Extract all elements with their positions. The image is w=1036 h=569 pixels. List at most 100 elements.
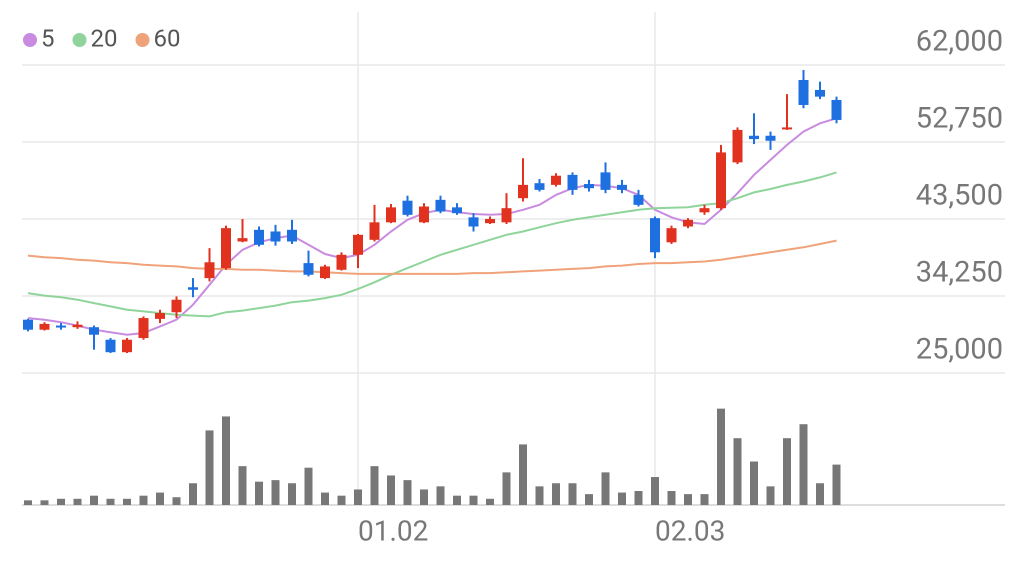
candle-body [39, 323, 50, 330]
volume-bar [354, 489, 362, 505]
volume-bar [238, 466, 247, 505]
volume-bar [519, 444, 527, 505]
candle-body [600, 172, 611, 190]
volume-bar [222, 416, 230, 505]
volume-bar [271, 480, 280, 505]
candle-body [402, 200, 413, 215]
y-tick-label: 52,750 [916, 102, 1003, 136]
volume-bar [288, 483, 296, 505]
candle-body [270, 231, 281, 242]
candle-body [650, 218, 660, 253]
candle-body [468, 217, 479, 227]
candle-body [105, 339, 116, 353]
candle-body [501, 208, 512, 223]
volume-bar [667, 491, 676, 505]
legend-label: 5 [41, 24, 55, 52]
volume-bar [123, 498, 131, 505]
volume-bar [57, 498, 65, 505]
candle-body [221, 228, 231, 269]
volume-bar [799, 424, 808, 505]
legend-swatch [72, 33, 87, 47]
candle-body [204, 262, 215, 279]
volume-bar [717, 408, 725, 505]
volume-bar [766, 486, 775, 505]
volume-bar [321, 492, 329, 505]
volume-bar [403, 480, 412, 505]
volume-bar [832, 464, 841, 505]
candle-body [89, 327, 99, 335]
candle-body [452, 207, 462, 214]
candle-body [485, 219, 495, 224]
candle-body [551, 175, 561, 185]
x-tick-label: 02.03 [655, 514, 725, 547]
volume-bar [733, 438, 742, 505]
candle-body [287, 229, 297, 242]
candle-body [534, 183, 545, 190]
legend-label: 20 [91, 24, 118, 52]
x-tick-label: 01.02 [358, 514, 428, 547]
volume-bar [684, 494, 692, 505]
candle-body [699, 208, 710, 213]
candle-body [633, 194, 644, 205]
candle-body [584, 184, 594, 189]
candle-body [435, 199, 446, 212]
candle-body [171, 299, 182, 313]
candle-body [518, 184, 528, 199]
volume-bar [420, 489, 428, 505]
volume-bar [73, 498, 82, 505]
volume-bar [618, 492, 626, 505]
volume-bar [700, 494, 709, 505]
volume-bar [139, 495, 148, 505]
candle-body [716, 152, 726, 209]
volume-bar [156, 492, 164, 505]
volume-bar [172, 497, 181, 505]
volume-bar [535, 486, 544, 505]
candle-body [749, 135, 759, 140]
candle-body [815, 89, 825, 97]
y-tick-label: 43,500 [916, 179, 1003, 213]
candle-body [567, 174, 578, 190]
volume-bar [90, 495, 98, 505]
candle-body [303, 263, 314, 275]
volume-bar [436, 486, 445, 505]
volume-bar [502, 472, 511, 505]
volume-bar [453, 495, 461, 505]
volume-bar [816, 483, 824, 505]
candle-body [254, 229, 264, 245]
y-tick-label: 25,000 [916, 333, 1003, 367]
volume-bar [387, 475, 395, 505]
volume-bar [370, 466, 379, 505]
volume-bar [106, 498, 115, 505]
candle-body [72, 324, 83, 328]
ma-line [27, 117, 837, 336]
volume-bar [634, 491, 643, 505]
volume-bar [601, 472, 610, 505]
candle-body [666, 228, 677, 243]
candle-body [353, 234, 363, 255]
volume-bar [469, 495, 478, 505]
volume-bar [585, 494, 593, 505]
volume-bar [783, 438, 791, 505]
candle-body [798, 79, 809, 105]
ma-line [27, 171, 837, 318]
legend-swatch [23, 33, 37, 47]
candle-body [419, 206, 429, 223]
candle-body [831, 99, 842, 120]
candle-body [765, 135, 776, 141]
candle-body [237, 238, 248, 242]
volume-bar [189, 483, 197, 505]
volume-bar [486, 498, 494, 505]
candle-body [23, 319, 33, 330]
candle-body [683, 219, 693, 227]
y-tick-label: 34,250 [916, 256, 1003, 290]
volume-bar [304, 467, 313, 505]
ma-line [27, 239, 837, 275]
volume-bar [552, 483, 560, 505]
candle-body [56, 325, 66, 328]
candle-body [732, 129, 743, 163]
candle-body [188, 287, 198, 290]
candle-body [617, 184, 627, 190]
volume-bar [750, 461, 758, 505]
